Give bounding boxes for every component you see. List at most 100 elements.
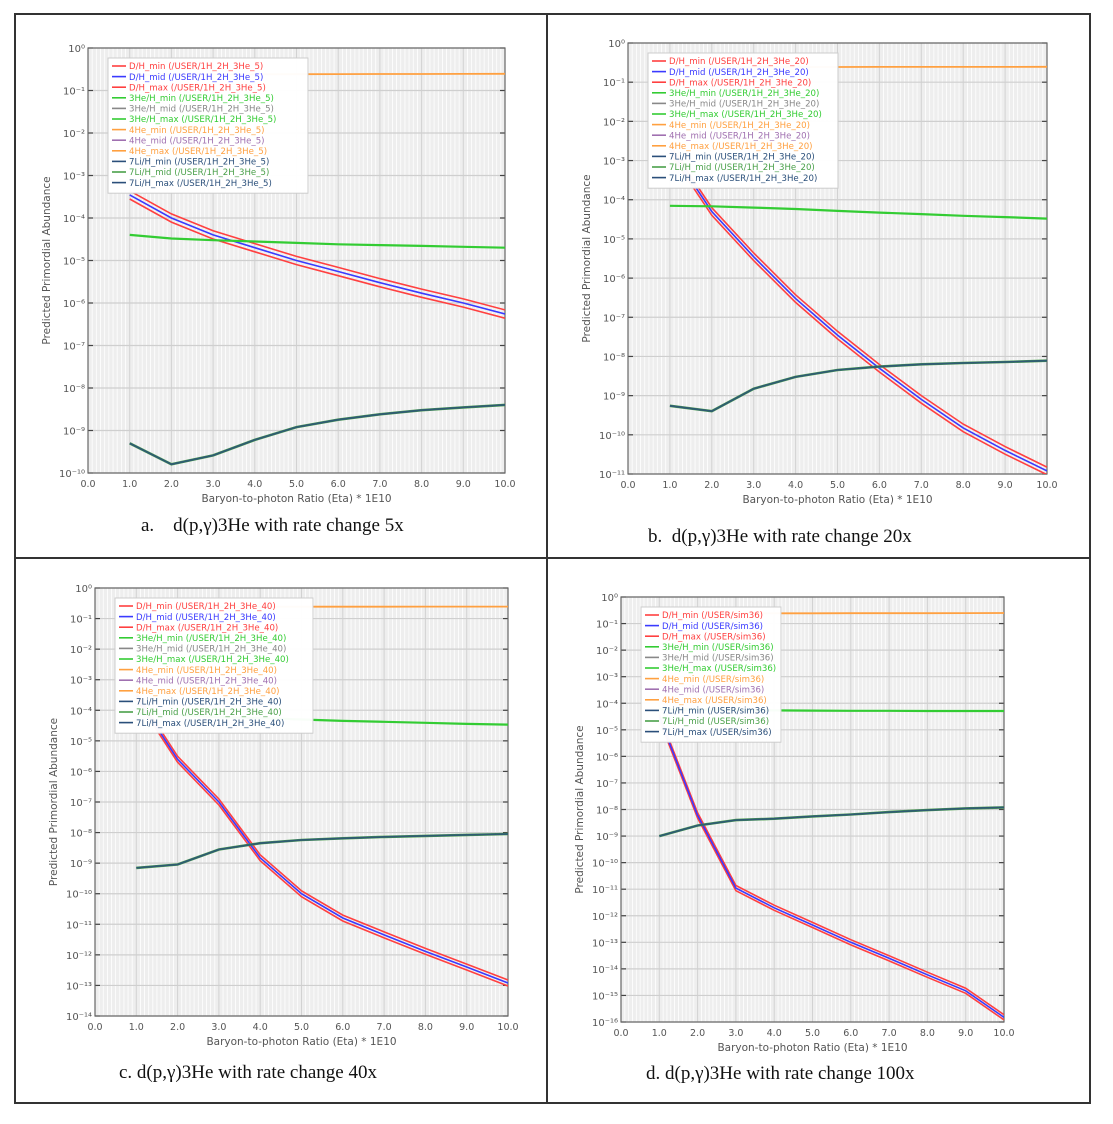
legend-entry: D/H_mid (/USER/1H_2H_3He_40) bbox=[136, 613, 276, 623]
y-tick-label: 10⁻⁴ bbox=[70, 706, 92, 717]
legend-entry: 4He_mid (/USER/1H_2H_3He_20) bbox=[669, 131, 810, 141]
legend-entry: 3He/H_min (/USER/1H_2H_3He_20) bbox=[669, 89, 819, 99]
series-group bbox=[129, 72, 505, 466]
y-tick-label: 10⁻¹⁰ bbox=[599, 431, 625, 442]
y-tick-label: 10⁻¹⁴ bbox=[66, 1012, 92, 1023]
y-tick-label: 10⁻⁸ bbox=[596, 806, 618, 817]
legend-entry: 4He_max (/USER/1H_2H_3He_5) bbox=[129, 147, 267, 157]
y-tick-label: 10⁻⁴ bbox=[63, 214, 85, 225]
panel-b: 10⁰ 10⁻¹ 10⁻² 10⁻³ 10⁻⁴ 10⁻⁵ 10⁻⁶ 10⁻⁷ 10⁻⁸ 10⁻⁹ 1… bbox=[548, 15, 1089, 557]
x-tick-label: 2.0 bbox=[690, 1028, 705, 1039]
y-tick-label: 10⁻⁵ bbox=[596, 726, 618, 737]
x-tick-label: 3.0 bbox=[211, 1022, 226, 1033]
y-tick-label: 10⁻² bbox=[63, 129, 85, 140]
y-tick-label: 10⁻¹ bbox=[63, 87, 85, 98]
x-tick-label: 1.0 bbox=[662, 480, 677, 491]
series-line-dh-mid bbox=[669, 148, 1047, 472]
series-line-li7 bbox=[129, 404, 505, 466]
y-tick-label: 10⁻⁸ bbox=[70, 829, 92, 840]
y-tick-label: 10⁻¹² bbox=[66, 951, 92, 962]
x-tick-label: 0.0 bbox=[87, 1022, 102, 1033]
x-tick-label: 8.0 bbox=[956, 480, 971, 491]
x-tick-label: 6.0 bbox=[843, 1028, 858, 1039]
x-tick-label: 4.0 bbox=[788, 480, 803, 491]
x-tick-label: 1.0 bbox=[652, 1028, 667, 1039]
legend-entry: 4He_min (/USER/1H_2H_3He_40) bbox=[136, 666, 277, 676]
x-axis-label: Baryon-to-photon Ratio (Eta) * 1E10 bbox=[742, 494, 932, 506]
legend-entry: 4He_min (/USER/1H_2H_3He_20) bbox=[669, 121, 810, 131]
legend-entry: 4He_min (/USER/sim36) bbox=[662, 675, 764, 685]
legend-entry: 7Li/H_mid (/USER/1H_2H_3He_20) bbox=[669, 163, 815, 173]
series-line-he3 bbox=[129, 233, 505, 249]
series-line-li7 bbox=[136, 833, 508, 869]
y-tick-label: 10⁻¹³ bbox=[592, 938, 618, 949]
legend-entry: 3He/H_min (/USER/sim36) bbox=[662, 643, 774, 653]
legend-entry: 7Li/H_mid (/USER/sim36) bbox=[662, 717, 769, 727]
y-tick-label: 10⁻⁴ bbox=[596, 699, 618, 710]
x-tick-label: 10.0 bbox=[993, 1028, 1014, 1039]
panel-c: 10⁰ 10⁻¹ 10⁻² 10⁻³ 10⁻⁴ 10⁻⁵ 10⁻⁶ 10⁻⁷ 10⁻⁸ 10⁻⁹ 1… bbox=[16, 559, 546, 1102]
x-axis-label: Baryon-to-photon Ratio (Eta) * 1E10 bbox=[201, 493, 391, 505]
x-axis-label: Baryon-to-photon Ratio (Eta) * 1E10 bbox=[206, 1036, 396, 1048]
legend-entry: D/H_max (/USER/1H_2H_3He_5) bbox=[129, 83, 266, 93]
x-tick-label: 9.0 bbox=[456, 479, 471, 490]
caption-d: d. d(p,γ)3He with rate change 100x bbox=[646, 1063, 915, 1084]
y-tick-label: 10⁻³ bbox=[70, 676, 92, 687]
legend-entry: 3He/H_mid (/USER/1H_2H_3He_20) bbox=[669, 100, 819, 110]
legend-entry: 4He_mid (/USER/1H_2H_3He_5) bbox=[129, 136, 265, 146]
y-tick-label: 10⁻⁶ bbox=[603, 274, 625, 285]
chart-a: 10⁰ 10⁻¹ 10⁻² 10⁻³ 10⁻⁴ 10⁻⁵ 10⁻⁶ 10⁻⁷ 10⁻⁸ 10⁻⁹ 1… bbox=[41, 44, 516, 505]
legend-entry: 4He_mid (/USER/1H_2H_3He_40) bbox=[136, 676, 277, 686]
y-tick-label: 10⁻¹⁰ bbox=[59, 469, 85, 480]
y-axis-label: Predicted Primordial Abundance bbox=[41, 176, 53, 344]
legend-entry: 7Li/H_min (/USER/1H_2H_3He_20) bbox=[669, 153, 815, 163]
x-tick-label: 7.0 bbox=[377, 1022, 392, 1033]
y-tick-label: 10⁻³ bbox=[603, 157, 625, 168]
y-tick-label: 10⁻⁵ bbox=[70, 737, 92, 748]
legend-entry: 3He/H_max (/USER/1H_2H_3He_40) bbox=[136, 655, 289, 665]
x-tick-label: 8.0 bbox=[418, 1022, 433, 1033]
x-tick-label: 0.0 bbox=[80, 479, 95, 490]
y-tick-label: 10⁻³ bbox=[63, 172, 85, 183]
x-tick-label: 1.0 bbox=[122, 479, 137, 490]
x-tick-label: 10.0 bbox=[1036, 480, 1057, 491]
series-line-dh-mid bbox=[129, 194, 505, 315]
legend-entry: 7Li/H_min (/USER/1H_2H_3He_5) bbox=[129, 158, 269, 168]
y-tick-label: 10⁻⁵ bbox=[63, 257, 85, 268]
legend-entry: 3He/H_max (/USER/sim36) bbox=[662, 664, 776, 674]
legend-entry: D/H_mid (/USER/sim36) bbox=[662, 622, 763, 632]
y-tick-label: 10⁻⁵ bbox=[603, 235, 625, 246]
y-tick-label: 10⁻¹³ bbox=[66, 981, 92, 992]
x-tick-label: 5.0 bbox=[805, 1028, 820, 1039]
legend-entry: 7Li/H_max (/USER/1H_2H_3He_40) bbox=[136, 719, 284, 729]
legend-entry: 7Li/H_min (/USER/1H_2H_3He_40) bbox=[136, 698, 282, 708]
legend-entry: D/H_min (/USER/1H_2H_3He_20) bbox=[669, 57, 809, 67]
legend-entry: 7Li/H_min (/USER/sim36) bbox=[662, 707, 769, 717]
legend-entry: D/H_mid (/USER/1H_2H_3He_20) bbox=[669, 68, 809, 78]
series-line-dh-max bbox=[135, 692, 508, 981]
legend-entry: D/H_max (/USER/1H_2H_3He_20) bbox=[669, 78, 811, 88]
y-tick-label: 10⁻² bbox=[603, 117, 625, 128]
y-tick-label: 10⁰ bbox=[75, 584, 92, 595]
y-tick-label: 10⁻⁷ bbox=[603, 313, 625, 324]
legend-entry: 4He_max (/USER/1H_2H_3He_40) bbox=[136, 687, 280, 697]
y-tick-label: 10⁻⁶ bbox=[70, 767, 92, 778]
x-tick-label: 3.0 bbox=[746, 480, 761, 491]
y-tick-label: 10⁻¹¹ bbox=[592, 885, 618, 896]
x-tick-label: 3.0 bbox=[728, 1028, 743, 1039]
legend-entry: D/H_min (/USER/1H_2H_3He_40) bbox=[136, 602, 276, 612]
legend-entry: 3He/H_max (/USER/1H_2H_3He_20) bbox=[669, 110, 822, 120]
y-tick-label: 10⁻⁷ bbox=[596, 779, 618, 790]
series-line-dh-max bbox=[669, 144, 1047, 468]
y-tick-label: 10⁻¹⁴ bbox=[592, 965, 618, 976]
plot-border bbox=[87, 47, 506, 474]
y-axis-label: Predicted Primordial Abundance bbox=[574, 725, 586, 893]
y-tick-label: 10⁻¹⁰ bbox=[592, 859, 618, 870]
legend-entry: 3He/H_min (/USER/1H_2H_3He_5) bbox=[129, 94, 274, 104]
y-tick-label: 10⁻⁸ bbox=[63, 384, 85, 395]
x-tick-label: 4.0 bbox=[767, 1028, 782, 1039]
y-tick-label: 10⁰ bbox=[68, 44, 85, 55]
legend-entry: D/H_min (/USER/1H_2H_3He_5) bbox=[129, 62, 263, 72]
legend-box bbox=[640, 606, 782, 743]
legend-entry: D/H_min (/USER/sim36) bbox=[662, 611, 763, 621]
